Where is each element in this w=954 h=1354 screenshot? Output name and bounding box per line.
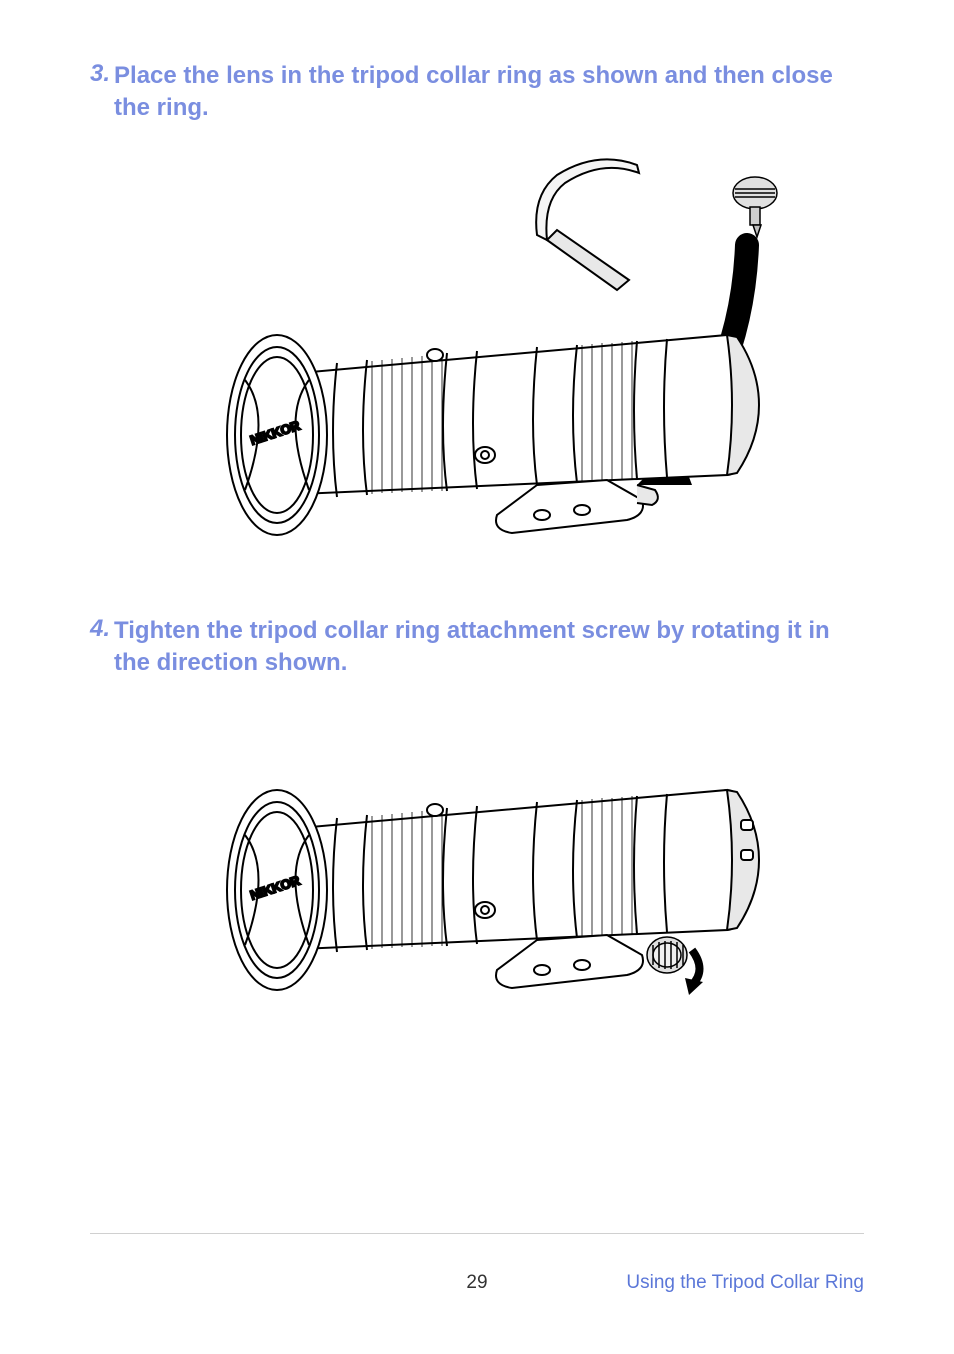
lens-diagram-open-ring: NIKKOR — [90, 145, 864, 565]
manual-page: 3. Place the lens in the tripod collar r… — [0, 0, 954, 1354]
page-footer: 29 Using the Tripod Collar Ring — [90, 1272, 864, 1294]
instruction-step-3: 3. Place the lens in the tripod collar r… — [90, 60, 864, 565]
step-number: 4. — [90, 615, 110, 643]
step-number: 3. — [90, 60, 110, 88]
footer-divider — [90, 1233, 864, 1234]
step-heading: 3. Place the lens in the tripod collar r… — [90, 60, 864, 125]
step-text: Tighten the tripod collar ring attachmen… — [114, 615, 864, 680]
lens-diagram-tighten-screw: NIKKOR — [90, 700, 864, 1030]
step-text: Place the lens in the tripod collar ring… — [114, 60, 864, 125]
section-title-link[interactable]: Using the Tripod Collar Ring — [626, 1272, 864, 1294]
page-number: 29 — [466, 1272, 487, 1294]
step-heading: 4. Tighten the tripod collar ring attach… — [90, 615, 864, 680]
instruction-step-4: 4. Tighten the tripod collar ring attach… — [90, 615, 864, 1030]
